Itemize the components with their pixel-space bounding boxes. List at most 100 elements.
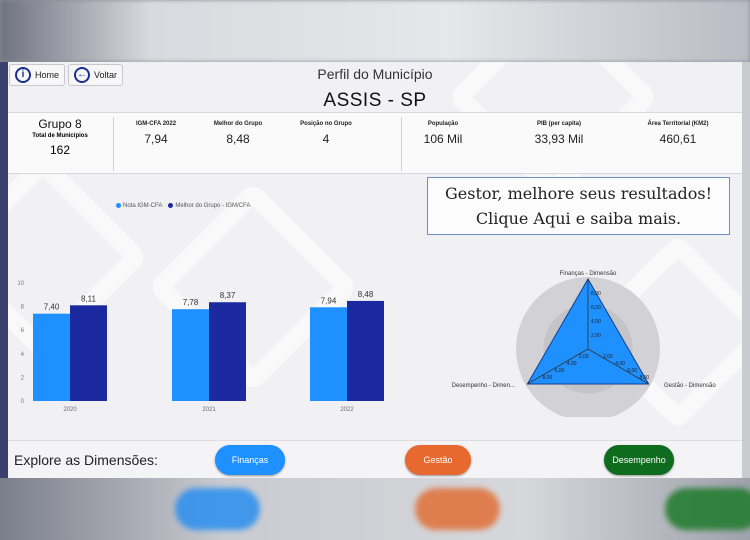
radar-tick-label: 6,00 — [627, 368, 637, 374]
legend-dot — [168, 203, 174, 208]
radar-tick-label: 6,00 — [591, 305, 601, 311]
backdrop-left-edge — [0, 62, 8, 478]
stat-value: 8,48 — [226, 132, 250, 146]
back-button[interactable]: ← Voltar — [68, 64, 124, 86]
back-button-label: Voltar — [94, 70, 118, 80]
bar-value-label: 8,37 — [220, 291, 236, 300]
home-button[interactable]: i Home — [9, 64, 66, 86]
stat-value: 33,93 Mil — [534, 132, 584, 146]
radar-tick-label: 8,00 — [639, 375, 649, 381]
y-tick-label: 8 — [21, 305, 25, 311]
stat-value: 106 Mil — [423, 132, 463, 146]
bar — [347, 300, 384, 401]
stat-area: Área Territorial (KM2) 460,61 — [636, 121, 720, 146]
backdrop-green-pill — [665, 488, 750, 530]
cta-line-2: Clique Aqui e saiba mais. — [475, 209, 682, 228]
bar-chart-legend: Nota IGM-CFA Melhor do Grupo - IGM/CFA — [116, 203, 250, 209]
radar-axis-label: Finanças - Dimensão — [560, 271, 617, 277]
x-tick-label: 2020 — [63, 407, 77, 413]
report-panel: i Home ← Voltar Perfil do Município ASSI… — [8, 62, 742, 478]
legend-dot — [116, 203, 121, 208]
legend-label: Melhor do Grupo - IGM/CFA — [175, 203, 251, 210]
bar — [172, 309, 209, 401]
page-subtitle: Perfil do Município — [317, 66, 433, 82]
page-title: ASSIS - SP — [323, 90, 427, 111]
desempenho-button[interactable]: Desempenho — [604, 445, 674, 475]
group-count-label: Total de Municípios — [32, 133, 88, 139]
radar-tick-label: 8,00 — [591, 291, 601, 297]
stat-label: População — [427, 121, 459, 127]
radar-tick-label: 4,00 — [615, 361, 625, 367]
bar — [70, 305, 107, 401]
legend-item-igm: Nota IGM-CFA — [116, 203, 162, 209]
radar-tick-label: 6,00 — [555, 368, 565, 374]
improvement-link[interactable]: Gestor, melhore seus resultados! Clique … — [427, 177, 730, 235]
desempenho-button-label: Desempenho — [612, 455, 666, 465]
group-title: Grupo 8 — [38, 117, 82, 131]
group-count-value: 162 — [49, 143, 71, 157]
radar-axis-line — [527, 348, 589, 385]
explore-label: Explore as Dimensões: — [14, 452, 158, 468]
divider — [401, 117, 402, 171]
group-card: Grupo 8 Total de Municípios 162 — [14, 117, 106, 157]
stat-gdp-per-capita: PIB (per capita) 33,93 Mil — [524, 121, 594, 146]
y-tick-label: 2 — [21, 375, 25, 381]
stat-population: População 106 Mil — [413, 121, 473, 146]
gestao-button-label: Gestão — [423, 455, 453, 465]
radar-tick-label: 4,00 — [591, 319, 601, 325]
legend-label: Nota IGM-CFA — [123, 203, 163, 210]
explore-bar: Explore as Dimensões: Finanças Gestão De… — [8, 440, 742, 478]
info-icon: i — [15, 67, 31, 83]
backdrop-orange-pill — [415, 488, 500, 530]
radar-axis-line — [587, 348, 649, 385]
divider — [113, 117, 114, 171]
stat-label: Área Territorial (KM2) — [647, 121, 709, 127]
bar-chart: 0 2 4 6 8 10 7,40 8,11 2020 7,78 8,37 2021 7,94 8,48 2… — [17, 281, 384, 413]
bar-value-label: 8,11 — [81, 294, 97, 303]
legend-item-best: Melhor do Grupo - IGM/CFA — [168, 203, 250, 209]
financas-button-label: Finanças — [231, 455, 269, 465]
y-tick-label: 0 — [21, 399, 25, 405]
stat-value: 7,94 — [144, 132, 168, 146]
stat-value: 460,61 — [659, 132, 697, 146]
radar-tick-label: 2,00 — [603, 354, 613, 360]
stat-igm: IGM-CFA 2022 7,94 — [126, 121, 186, 146]
x-tick-label: 2022 — [340, 407, 354, 413]
stat-group-position: Posição no Grupo 4 — [293, 121, 359, 146]
y-tick-label: 6 — [21, 328, 25, 334]
bar-value-label: 7,78 — [183, 298, 199, 307]
radar-axis-label: Gestão - Dimensão — [664, 383, 716, 389]
arrow-left-icon: ← — [74, 67, 90, 83]
radar-tick-label: 8,00 — [543, 375, 553, 381]
backdrop-bottom — [0, 478, 750, 540]
stat-label: PIB (per capita) — [536, 121, 581, 127]
y-tick-label: 10 — [17, 281, 24, 287]
backdrop-top — [0, 0, 750, 62]
radar-chart: 2,004,006,008,002,004,006,008,002,004,00… — [452, 271, 716, 417]
bar-value-label: 7,40 — [44, 303, 60, 312]
radar-axis-label: Desempenho - Dimen... — [452, 383, 516, 389]
radar-tick-label: 4,00 — [567, 361, 577, 367]
backdrop-right-edge — [742, 62, 750, 478]
gestao-button[interactable]: Gestão — [405, 445, 471, 475]
stat-best-in-group: Melhor do Grupo 8,48 — [206, 121, 270, 146]
stat-label: Melhor do Grupo — [213, 121, 263, 127]
backdrop-blue-pill — [175, 488, 260, 530]
y-tick-label: 4 — [21, 352, 25, 358]
x-tick-label: 2021 — [202, 407, 216, 413]
bar — [33, 313, 70, 401]
financas-button[interactable]: Finanças — [215, 445, 285, 475]
stat-label: Posição no Grupo — [300, 121, 352, 127]
cta-line-1: Gestor, melhore seus resultados! — [445, 184, 712, 203]
stat-label: IGM-CFA 2022 — [135, 121, 177, 127]
bar — [310, 307, 347, 401]
bar — [209, 302, 246, 401]
stat-value: 4 — [322, 132, 330, 146]
radar-tick-label: 2,00 — [591, 333, 601, 339]
radar-tick-label: 2,00 — [579, 354, 589, 360]
bar-value-label: 8,48 — [358, 290, 374, 299]
home-button-label: Home — [35, 70, 60, 80]
bar-value-label: 7,94 — [321, 296, 337, 305]
stats-row: Grupo 8 Total de Municípios 162 IGM-CFA … — [8, 112, 742, 174]
